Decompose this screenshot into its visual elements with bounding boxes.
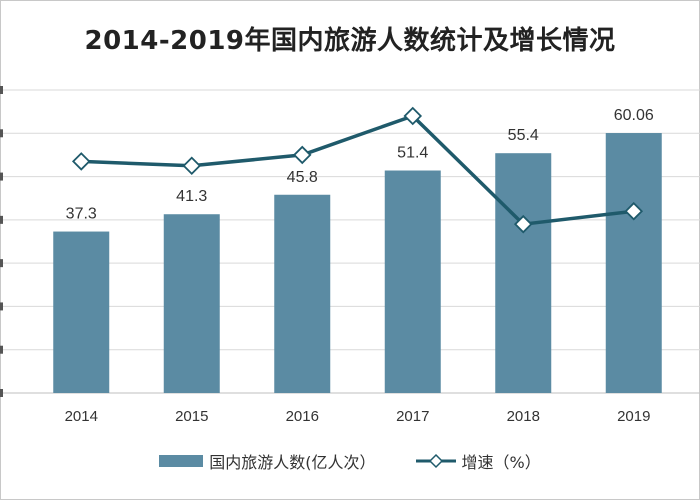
bar xyxy=(274,194,331,393)
y-tick-mark xyxy=(0,389,3,397)
y-tick-mark xyxy=(0,345,3,354)
x-tick-label: 2017 xyxy=(396,408,429,425)
y-tick-mark xyxy=(0,259,3,268)
legend-line-label: 增速（%） xyxy=(461,453,541,472)
data-label: 51.4 xyxy=(397,145,428,162)
bar xyxy=(384,170,441,393)
x-tick-label: 2019 xyxy=(617,408,650,425)
growth-point xyxy=(513,214,533,234)
growth-point xyxy=(292,145,312,165)
bar xyxy=(605,133,662,393)
bar xyxy=(495,153,552,393)
x-tick-label: 2018 xyxy=(507,408,540,425)
growth-line xyxy=(81,114,634,226)
growth-point xyxy=(71,152,91,171)
legend-bar-label: 国内旅游人数(亿人次） xyxy=(209,453,376,472)
legend-bar-swatch xyxy=(159,455,204,467)
legend-line-swatch xyxy=(415,453,456,469)
y-tick-mark xyxy=(0,172,3,181)
bar xyxy=(53,231,110,393)
growth-point xyxy=(403,106,423,126)
x-tick-label: 2015 xyxy=(175,408,208,425)
data-label: 55.4 xyxy=(508,127,539,144)
bar xyxy=(163,214,220,393)
data-label: 60.06 xyxy=(614,107,654,124)
data-label: 37.3 xyxy=(66,206,97,223)
data-label: 45.8 xyxy=(287,169,318,186)
y-tick-mark xyxy=(0,215,3,224)
y-tick-mark xyxy=(0,129,3,138)
legend-item-bar: 国内旅游人数(亿人次） xyxy=(159,449,376,473)
growth-point xyxy=(624,201,644,221)
growth-point xyxy=(182,156,202,176)
legend-item-line: 增速（%） xyxy=(415,449,541,473)
y-tick-mark xyxy=(0,302,3,311)
x-tick-label: 2016 xyxy=(286,408,319,425)
data-label: 41.3 xyxy=(176,188,207,205)
x-tick-label: 2014 xyxy=(65,408,98,425)
y-tick-mark xyxy=(0,86,3,94)
chart-title: 2014-2019年国内旅游人数统计及增长情况 xyxy=(84,26,616,56)
chart-legend: 国内旅游人数(亿人次） 增速（%） xyxy=(0,448,700,474)
